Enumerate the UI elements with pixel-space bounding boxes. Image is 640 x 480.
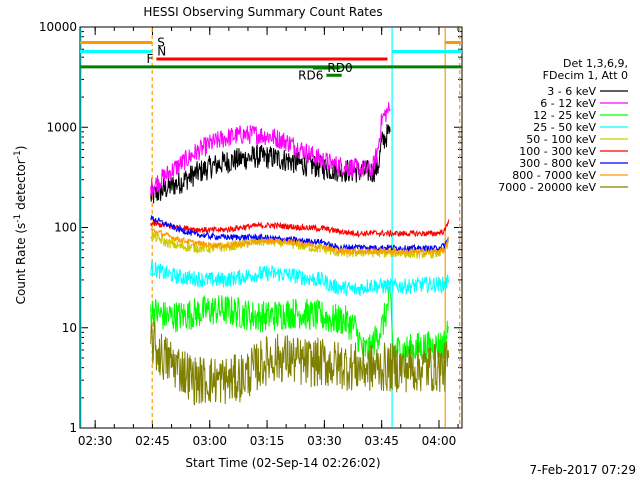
- y-axis-label: Count Rate (s-1 detector-1): [13, 146, 28, 305]
- legend-entry-label: 25 - 50 keV: [533, 121, 596, 134]
- y-tick-label: 10000: [39, 20, 77, 34]
- y-tick-label: 10: [62, 321, 77, 335]
- series-line: [150, 260, 450, 297]
- y-axis-label-close: ): [14, 146, 28, 151]
- y-axis-label-tail: detector: [14, 159, 28, 214]
- legend-entry-label: 6 - 12 keV: [540, 97, 596, 110]
- x-tick-label: 03:45: [364, 434, 399, 448]
- series-line: [150, 286, 450, 367]
- plot-area: 1 10 100 1000 10000 02:30 02:45 03:00 03:15 03:30…: [39, 20, 463, 448]
- legend-entry-label: 3 - 6 keV: [547, 85, 596, 98]
- series-line: [150, 102, 391, 197]
- y-tick-label: 1: [69, 421, 77, 435]
- x-tick-label: 04:00: [422, 434, 457, 448]
- x-tick-label: 02:45: [135, 434, 170, 448]
- series-line: [150, 215, 449, 253]
- x-tick-label: 03:00: [192, 434, 227, 448]
- legend-entry-label: 50 - 100 keV: [526, 133, 596, 146]
- footer-timestamp: 7-Feb-2017 07:29: [530, 463, 636, 477]
- series-line: [150, 219, 450, 239]
- legend-entry-label: 300 - 800 keV: [519, 157, 596, 170]
- flag-label: RD6: [298, 68, 323, 82]
- chart-title: HESSI Observing Summary Count Rates: [143, 5, 382, 19]
- flag-label: RD0: [327, 61, 352, 75]
- x-tick-label: 03:30: [307, 434, 342, 448]
- flag-label: S: [157, 36, 165, 50]
- legend-entry-label: 7000 - 20000 keV: [498, 181, 596, 194]
- series-line: [150, 232, 450, 259]
- flag-label: F: [146, 52, 153, 66]
- y-axis-label-sup: -1: [13, 214, 23, 223]
- y-tick-label: 1000: [46, 120, 77, 134]
- y-tick-label: 100: [54, 221, 77, 235]
- x-tick-label: 02:30: [78, 434, 113, 448]
- x-axis-label: Start Time (02-Sep-14 02:26:02): [185, 456, 380, 470]
- legend-entry-label: 100 - 300 keV: [519, 145, 596, 158]
- legend-entry-label: 800 - 7000 keV: [512, 169, 596, 182]
- series-line: [150, 227, 450, 256]
- legend-header: FDecim 1, Att 0: [543, 69, 628, 82]
- legend-header: Det 1,3,6,9,: [563, 57, 628, 70]
- y-axis-label-sup2: -1: [13, 150, 23, 159]
- x-tick-label: 03:15: [250, 434, 285, 448]
- flag-label: N: [157, 44, 166, 58]
- legend-entry-label: 12 - 25 keV: [533, 109, 596, 122]
- y-axis-label-main: Count Rate (s: [14, 223, 28, 305]
- series-line: [150, 322, 450, 406]
